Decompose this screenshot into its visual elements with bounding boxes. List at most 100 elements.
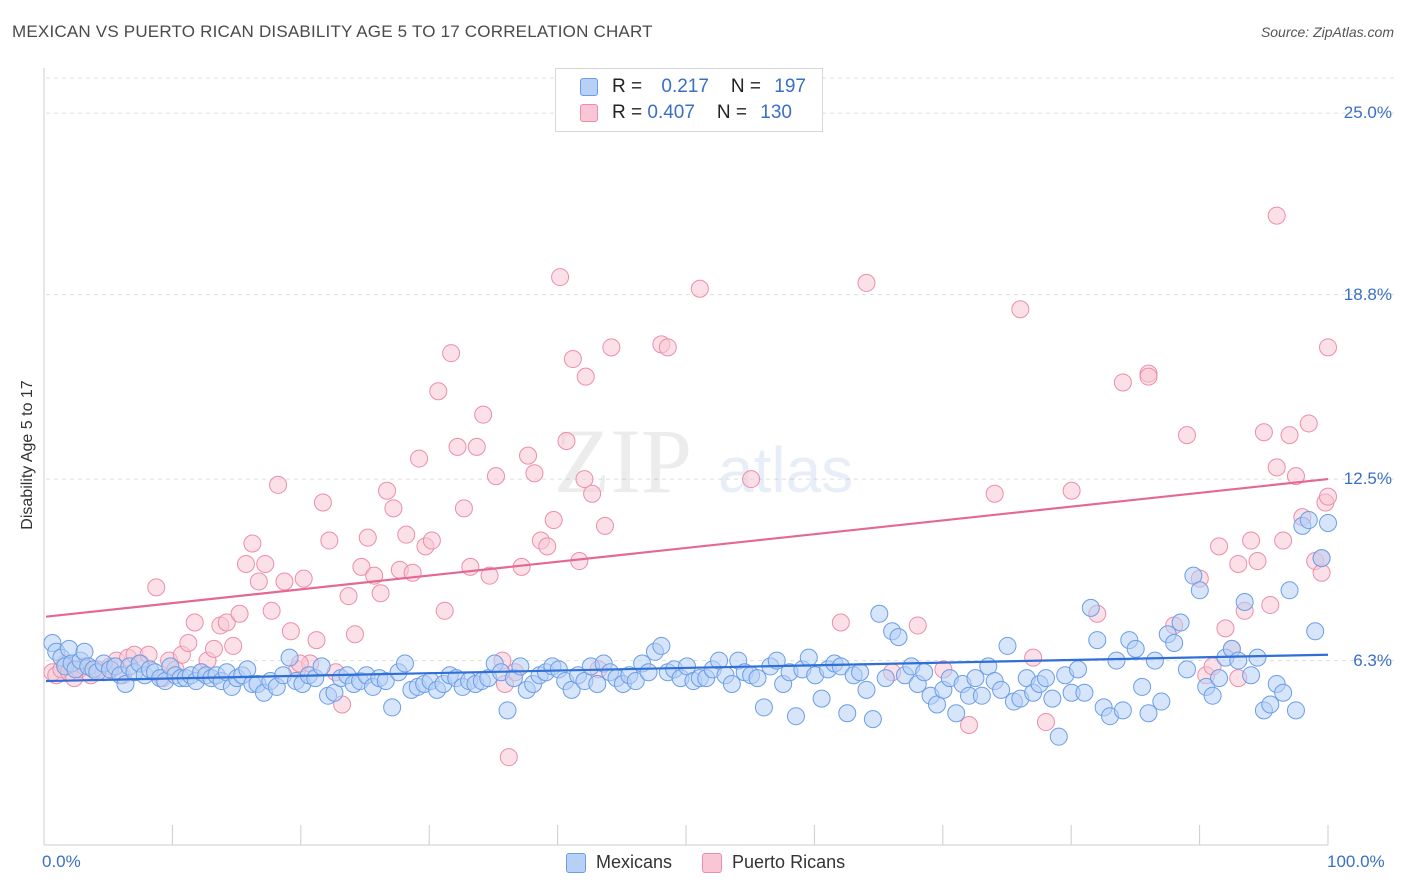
puerto-rican-point — [595, 516, 614, 535]
puerto-rican-point — [1286, 467, 1305, 486]
puerto-ricans-points — [43, 206, 1337, 767]
mexican-point — [498, 701, 517, 720]
puerto-rican-point — [352, 557, 371, 576]
puerto-rican-point — [313, 493, 332, 512]
mexican-point — [786, 707, 805, 726]
puerto-rican-point — [320, 531, 339, 550]
puerto-rican-point — [410, 449, 429, 468]
mexican-point — [863, 710, 882, 729]
trend-line-puerto-ricans — [45, 477, 1329, 618]
legend-r-label: R = — [612, 102, 648, 123]
puerto-rican-point — [262, 601, 281, 620]
axes — [43, 68, 1329, 846]
puerto-rican-point — [1261, 595, 1280, 614]
legend-r-value: 0.407 — [647, 102, 695, 123]
puerto-rican-point — [563, 350, 582, 369]
mexican-point — [1043, 689, 1062, 708]
puerto-rican-point — [1254, 423, 1273, 442]
mexican-point — [1235, 593, 1254, 612]
puerto-rican-point — [378, 481, 397, 500]
mexican-point — [748, 669, 767, 688]
mexican-point — [395, 654, 414, 673]
mexican-point — [312, 657, 331, 676]
mexican-point — [870, 604, 889, 623]
puerto-rican-point — [1216, 619, 1235, 638]
mexican-point — [1286, 701, 1305, 720]
mexican-point — [1299, 511, 1318, 530]
puerto-rican-point — [1242, 531, 1261, 550]
puerto-rican-point — [486, 467, 505, 486]
puerto-rican-point — [147, 578, 166, 597]
puerto-rican-point — [339, 587, 358, 606]
puerto-rican-point — [1274, 531, 1293, 550]
bottom-legend-label: Puerto Ricans — [732, 852, 846, 872]
mexican-point — [1036, 669, 1055, 688]
legend-n-label: N = — [716, 102, 753, 123]
puerto-rican-point — [1139, 367, 1158, 386]
watermark-zip: ZIP — [554, 410, 692, 512]
mexican-point — [857, 680, 876, 699]
trend-line-mexicans — [45, 653, 1329, 683]
puerto-rican-point — [544, 511, 563, 530]
puerto-rican-point — [230, 604, 249, 623]
mexican-point — [722, 674, 741, 693]
mexicans-points — [43, 511, 1337, 746]
mexican-point — [992, 680, 1011, 699]
y-tick-label: 18.8% — [1343, 284, 1392, 304]
puerto-rican-point — [690, 279, 709, 298]
puerto-rican-point — [307, 631, 326, 650]
puerto-rican-point — [281, 622, 300, 641]
puerto-rican-point — [1319, 487, 1337, 506]
puerto-rican-point — [602, 338, 621, 357]
legend: R = 0.217 N = 197 R = 0.407 N = 130 — [555, 68, 823, 132]
puerto-rican-point — [1267, 206, 1286, 225]
y-axis-label: Disability Age 5 to 17 — [19, 380, 36, 530]
mexican-point — [1075, 683, 1094, 702]
mexican-point — [639, 663, 658, 682]
mexican-point — [652, 636, 671, 655]
puerto-rican-point — [384, 499, 403, 518]
puerto-rican-point — [557, 432, 576, 451]
puerto-rican-point — [1036, 713, 1055, 732]
puerto-rican-point — [742, 470, 761, 489]
mexican-point — [831, 657, 850, 676]
mexican-point — [626, 672, 645, 691]
puerto-rican-point — [179, 634, 198, 653]
puerto-rican-point — [519, 446, 538, 465]
mexican-point — [1229, 651, 1248, 670]
puerto-rican-point — [831, 613, 850, 632]
mexican-point — [1165, 634, 1184, 653]
mexican-point — [1152, 692, 1171, 711]
puerto-rican-point — [1011, 300, 1030, 319]
mexican-point — [889, 628, 908, 647]
bottom-legend-puerto-ricans: Puerto Ricans — [702, 852, 845, 873]
puerto-rican-point — [1248, 552, 1267, 571]
mexican-point — [1306, 622, 1325, 641]
mexican-point — [1203, 686, 1222, 705]
source-label: Source: ZipAtlas.com — [1260, 24, 1394, 40]
puerto-rican-point — [1319, 338, 1337, 357]
puerto-rican-point — [1024, 648, 1043, 667]
legend-r-label: R = — [612, 76, 648, 97]
puerto-rican-point — [1299, 414, 1318, 433]
mexican-point — [1145, 651, 1164, 670]
mexican-point — [947, 704, 966, 723]
mexican-point — [812, 689, 831, 708]
puerto-rican-point — [454, 499, 473, 518]
x-tick-label-min: 0.0% — [42, 852, 81, 871]
puerto-rican-point — [243, 534, 262, 553]
mexican-point — [966, 669, 985, 688]
mexican-point — [972, 686, 991, 705]
puerto-rican-point — [1113, 373, 1132, 392]
puerto-rican-point — [480, 566, 499, 585]
puerto-rican-point — [908, 616, 927, 635]
mexican-point — [876, 669, 895, 688]
legend-r-value: 0.217 — [661, 76, 709, 97]
mexican-point — [1261, 695, 1280, 714]
puerto-rican-point — [960, 715, 979, 734]
mexican-point — [915, 663, 934, 682]
legend-swatch-pink — [580, 104, 598, 122]
puerto-rican-point — [442, 344, 461, 363]
puerto-rican-point — [204, 639, 223, 658]
